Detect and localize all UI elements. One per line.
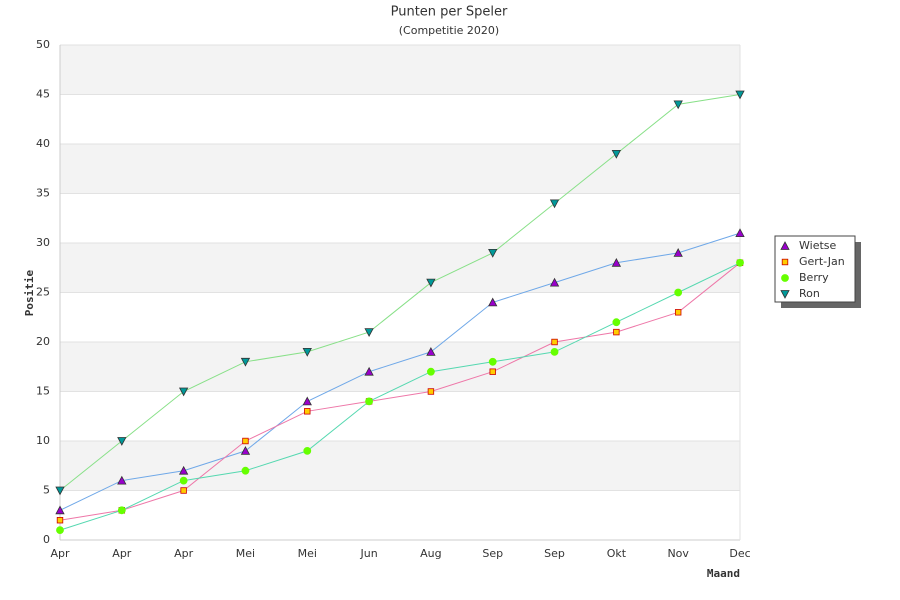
plot-band (60, 243, 740, 293)
marker (364, 366, 374, 376)
y-tick-label: 0 (43, 533, 50, 546)
series-line (59, 262, 741, 531)
marker (674, 309, 682, 316)
marker (488, 297, 498, 307)
marker (364, 328, 374, 337)
marker (55, 486, 65, 496)
x-tick-label: Apr (174, 547, 194, 560)
marker (426, 278, 436, 288)
marker (488, 357, 497, 366)
x-tick-label: Sep (544, 547, 565, 560)
marker (55, 505, 65, 515)
y-tick-label: 20 (36, 335, 50, 348)
chart-subtitle: (Competitie 2020) (399, 24, 499, 37)
x-tick-label: Okt (607, 547, 627, 560)
x-tick-label: Mei (236, 547, 255, 560)
marker (179, 476, 188, 485)
marker (242, 437, 249, 445)
marker (674, 288, 683, 297)
legend-marker (780, 290, 790, 299)
marker (613, 328, 620, 336)
plot-band (60, 342, 740, 392)
x-tick-label: Dec (729, 547, 750, 560)
y-tick-label: 45 (36, 88, 50, 101)
marker (735, 90, 745, 100)
marker (365, 397, 373, 406)
legend-label: Ron (799, 287, 820, 300)
marker (489, 368, 496, 375)
x-tick-label: Apr (50, 547, 70, 560)
legend-marker (781, 274, 789, 282)
marker (303, 446, 312, 455)
marker (673, 100, 683, 110)
marker (427, 367, 435, 376)
chart-title: Punten per Speler (391, 5, 508, 20)
marker (56, 526, 64, 534)
marker (551, 338, 558, 346)
marker (673, 248, 683, 257)
marker (549, 277, 560, 287)
marker (241, 466, 250, 475)
marker (240, 357, 251, 367)
legend-label: Wietse (799, 239, 837, 252)
marker (178, 465, 189, 475)
marker (550, 347, 559, 356)
marker (611, 257, 622, 267)
y-tick-label: 40 (36, 137, 50, 150)
plot-band (60, 441, 740, 491)
marker (549, 199, 560, 209)
series-line (59, 232, 741, 511)
marker (117, 437, 127, 446)
y-tick-label: 5 (43, 484, 50, 497)
marker (736, 258, 744, 267)
marker (240, 446, 251, 455)
marker (488, 248, 498, 258)
x-tick-label: Apr (112, 547, 132, 560)
marker (611, 149, 622, 159)
marker (304, 408, 311, 415)
y-tick-label: 35 (36, 187, 50, 200)
marker (612, 318, 621, 327)
x-tick-label: Aug (420, 547, 441, 560)
y-tick-label: 15 (36, 385, 50, 398)
plot-band (60, 144, 740, 194)
marker (117, 475, 127, 485)
x-tick-label: Sep (482, 547, 503, 560)
y-tick-label: 10 (36, 434, 50, 447)
marker (735, 228, 745, 238)
y-tick-label: 30 (36, 236, 50, 249)
marker (302, 347, 312, 357)
marker (302, 396, 312, 406)
marker (180, 487, 187, 494)
x-tick-label: Mei (298, 547, 317, 560)
y-tick-label: 25 (36, 286, 50, 299)
marker (178, 387, 189, 397)
legend-marker (781, 258, 789, 266)
plot-band (60, 45, 740, 95)
legend-label: Gert-Jan (799, 255, 845, 268)
x-tick-label: Nov (667, 547, 689, 560)
x-tick-label: Jun (359, 547, 377, 560)
marker (117, 506, 126, 515)
marker (427, 388, 435, 395)
series-line (59, 262, 741, 521)
y-tick-label: 50 (36, 38, 50, 51)
x-axis-label: Maand (707, 567, 740, 580)
legend-label: Berry (799, 271, 829, 284)
legend-marker (780, 241, 790, 250)
marker (426, 347, 436, 356)
y-axis-label: Positie (23, 269, 36, 316)
series-line (59, 94, 741, 491)
marker (56, 517, 64, 524)
